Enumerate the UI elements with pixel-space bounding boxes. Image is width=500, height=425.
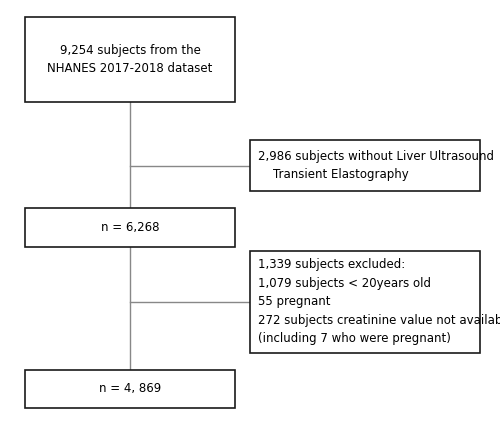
Text: 9,254 subjects from the
NHANES 2017-2018 dataset: 9,254 subjects from the NHANES 2017-2018… [48,44,212,75]
FancyBboxPatch shape [250,251,480,353]
Text: n = 6,268: n = 6,268 [101,221,159,234]
FancyBboxPatch shape [25,17,235,102]
Text: n = 4, 869: n = 4, 869 [99,382,161,395]
Text: 2,986 subjects without Liver Ultrasound
    Transient Elastography: 2,986 subjects without Liver Ultrasound … [258,150,494,181]
FancyBboxPatch shape [25,208,235,246]
FancyBboxPatch shape [25,370,235,408]
FancyBboxPatch shape [250,140,480,191]
Text: 1,339 subjects excluded:
1,079 subjects < 20years old
55 pregnant
272 subjects c: 1,339 subjects excluded: 1,079 subjects … [258,258,500,345]
